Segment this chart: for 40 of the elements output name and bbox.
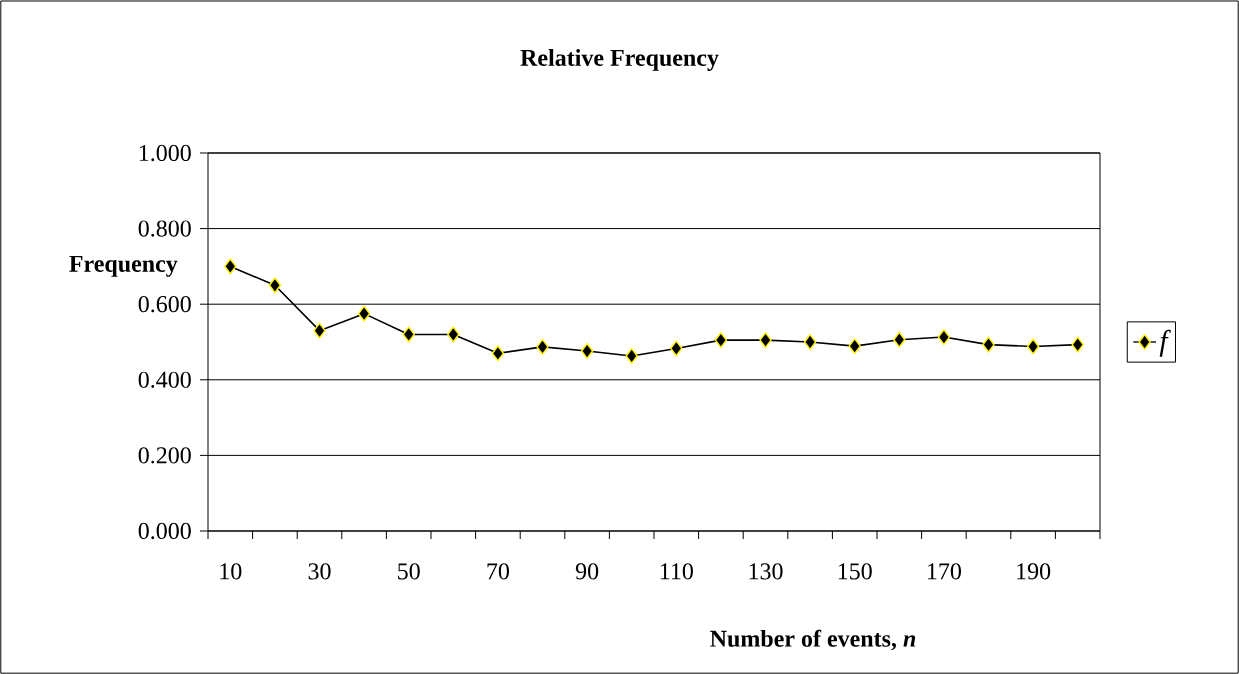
x-tick-label: 30 bbox=[308, 563, 331, 580]
x-tick-label: 170 bbox=[928, 563, 961, 580]
point bbox=[848, 338, 861, 355]
legend-label: f bbox=[1159, 329, 1171, 357]
point bbox=[714, 332, 728, 349]
y-tick-label: 0.800 bbox=[138, 220, 191, 237]
point bbox=[625, 347, 638, 365]
y-tick-label: 0.600 bbox=[138, 296, 191, 313]
x-tick-label: 10 bbox=[220, 563, 242, 580]
x-tick-label: 70 bbox=[487, 563, 509, 580]
point bbox=[357, 305, 371, 322]
point bbox=[536, 338, 549, 355]
y-tick-label: 0.200 bbox=[138, 447, 191, 464]
point bbox=[580, 342, 594, 360]
x-axis-title: Number of events, n bbox=[710, 629, 916, 651]
point bbox=[982, 336, 995, 353]
y-axis-title: Frequency bbox=[69, 255, 178, 277]
point bbox=[937, 329, 951, 346]
point bbox=[670, 340, 683, 357]
y-tick-label: 0.400 bbox=[138, 371, 191, 388]
x-tick-label: 90 bbox=[575, 563, 599, 580]
point bbox=[402, 326, 415, 343]
point bbox=[447, 326, 460, 343]
point bbox=[1026, 338, 1040, 355]
point bbox=[313, 322, 326, 339]
chart-title: Relative Frequency bbox=[520, 49, 719, 71]
point bbox=[224, 258, 237, 275]
point bbox=[893, 331, 906, 348]
point bbox=[803, 333, 817, 351]
x-tick-label: 130 bbox=[749, 563, 783, 580]
y-tick-label: 0.000 bbox=[138, 522, 191, 540]
point bbox=[1071, 336, 1084, 353]
x-tick-label: 50 bbox=[398, 563, 420, 580]
x-tick-label: 110 bbox=[660, 563, 693, 580]
point bbox=[268, 277, 282, 294]
x-tick-label: 150 bbox=[838, 563, 872, 580]
point bbox=[759, 332, 772, 349]
point bbox=[491, 345, 505, 362]
y-tick-label: 1.000 bbox=[139, 144, 191, 162]
x-tick-label: 190 bbox=[1017, 563, 1051, 580]
